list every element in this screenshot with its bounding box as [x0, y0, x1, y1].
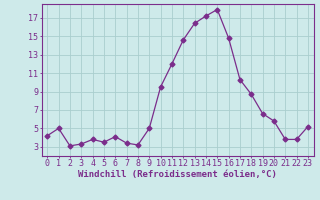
X-axis label: Windchill (Refroidissement éolien,°C): Windchill (Refroidissement éolien,°C): [78, 170, 277, 179]
